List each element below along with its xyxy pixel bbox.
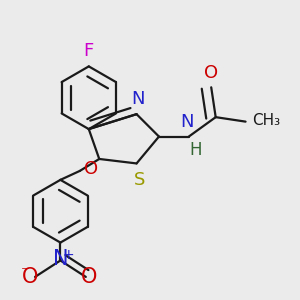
Text: O: O <box>81 267 98 287</box>
Text: O: O <box>22 267 39 287</box>
Text: +: + <box>62 248 74 262</box>
Text: N: N <box>131 90 145 108</box>
Text: N: N <box>53 249 68 269</box>
Text: H: H <box>189 141 202 159</box>
Text: S: S <box>134 171 145 189</box>
Text: F: F <box>84 42 94 60</box>
Text: O: O <box>204 64 218 82</box>
Text: O: O <box>84 160 98 178</box>
Text: N: N <box>181 113 194 131</box>
Text: ⁻: ⁻ <box>21 263 30 281</box>
Text: CH₃: CH₃ <box>252 112 280 128</box>
